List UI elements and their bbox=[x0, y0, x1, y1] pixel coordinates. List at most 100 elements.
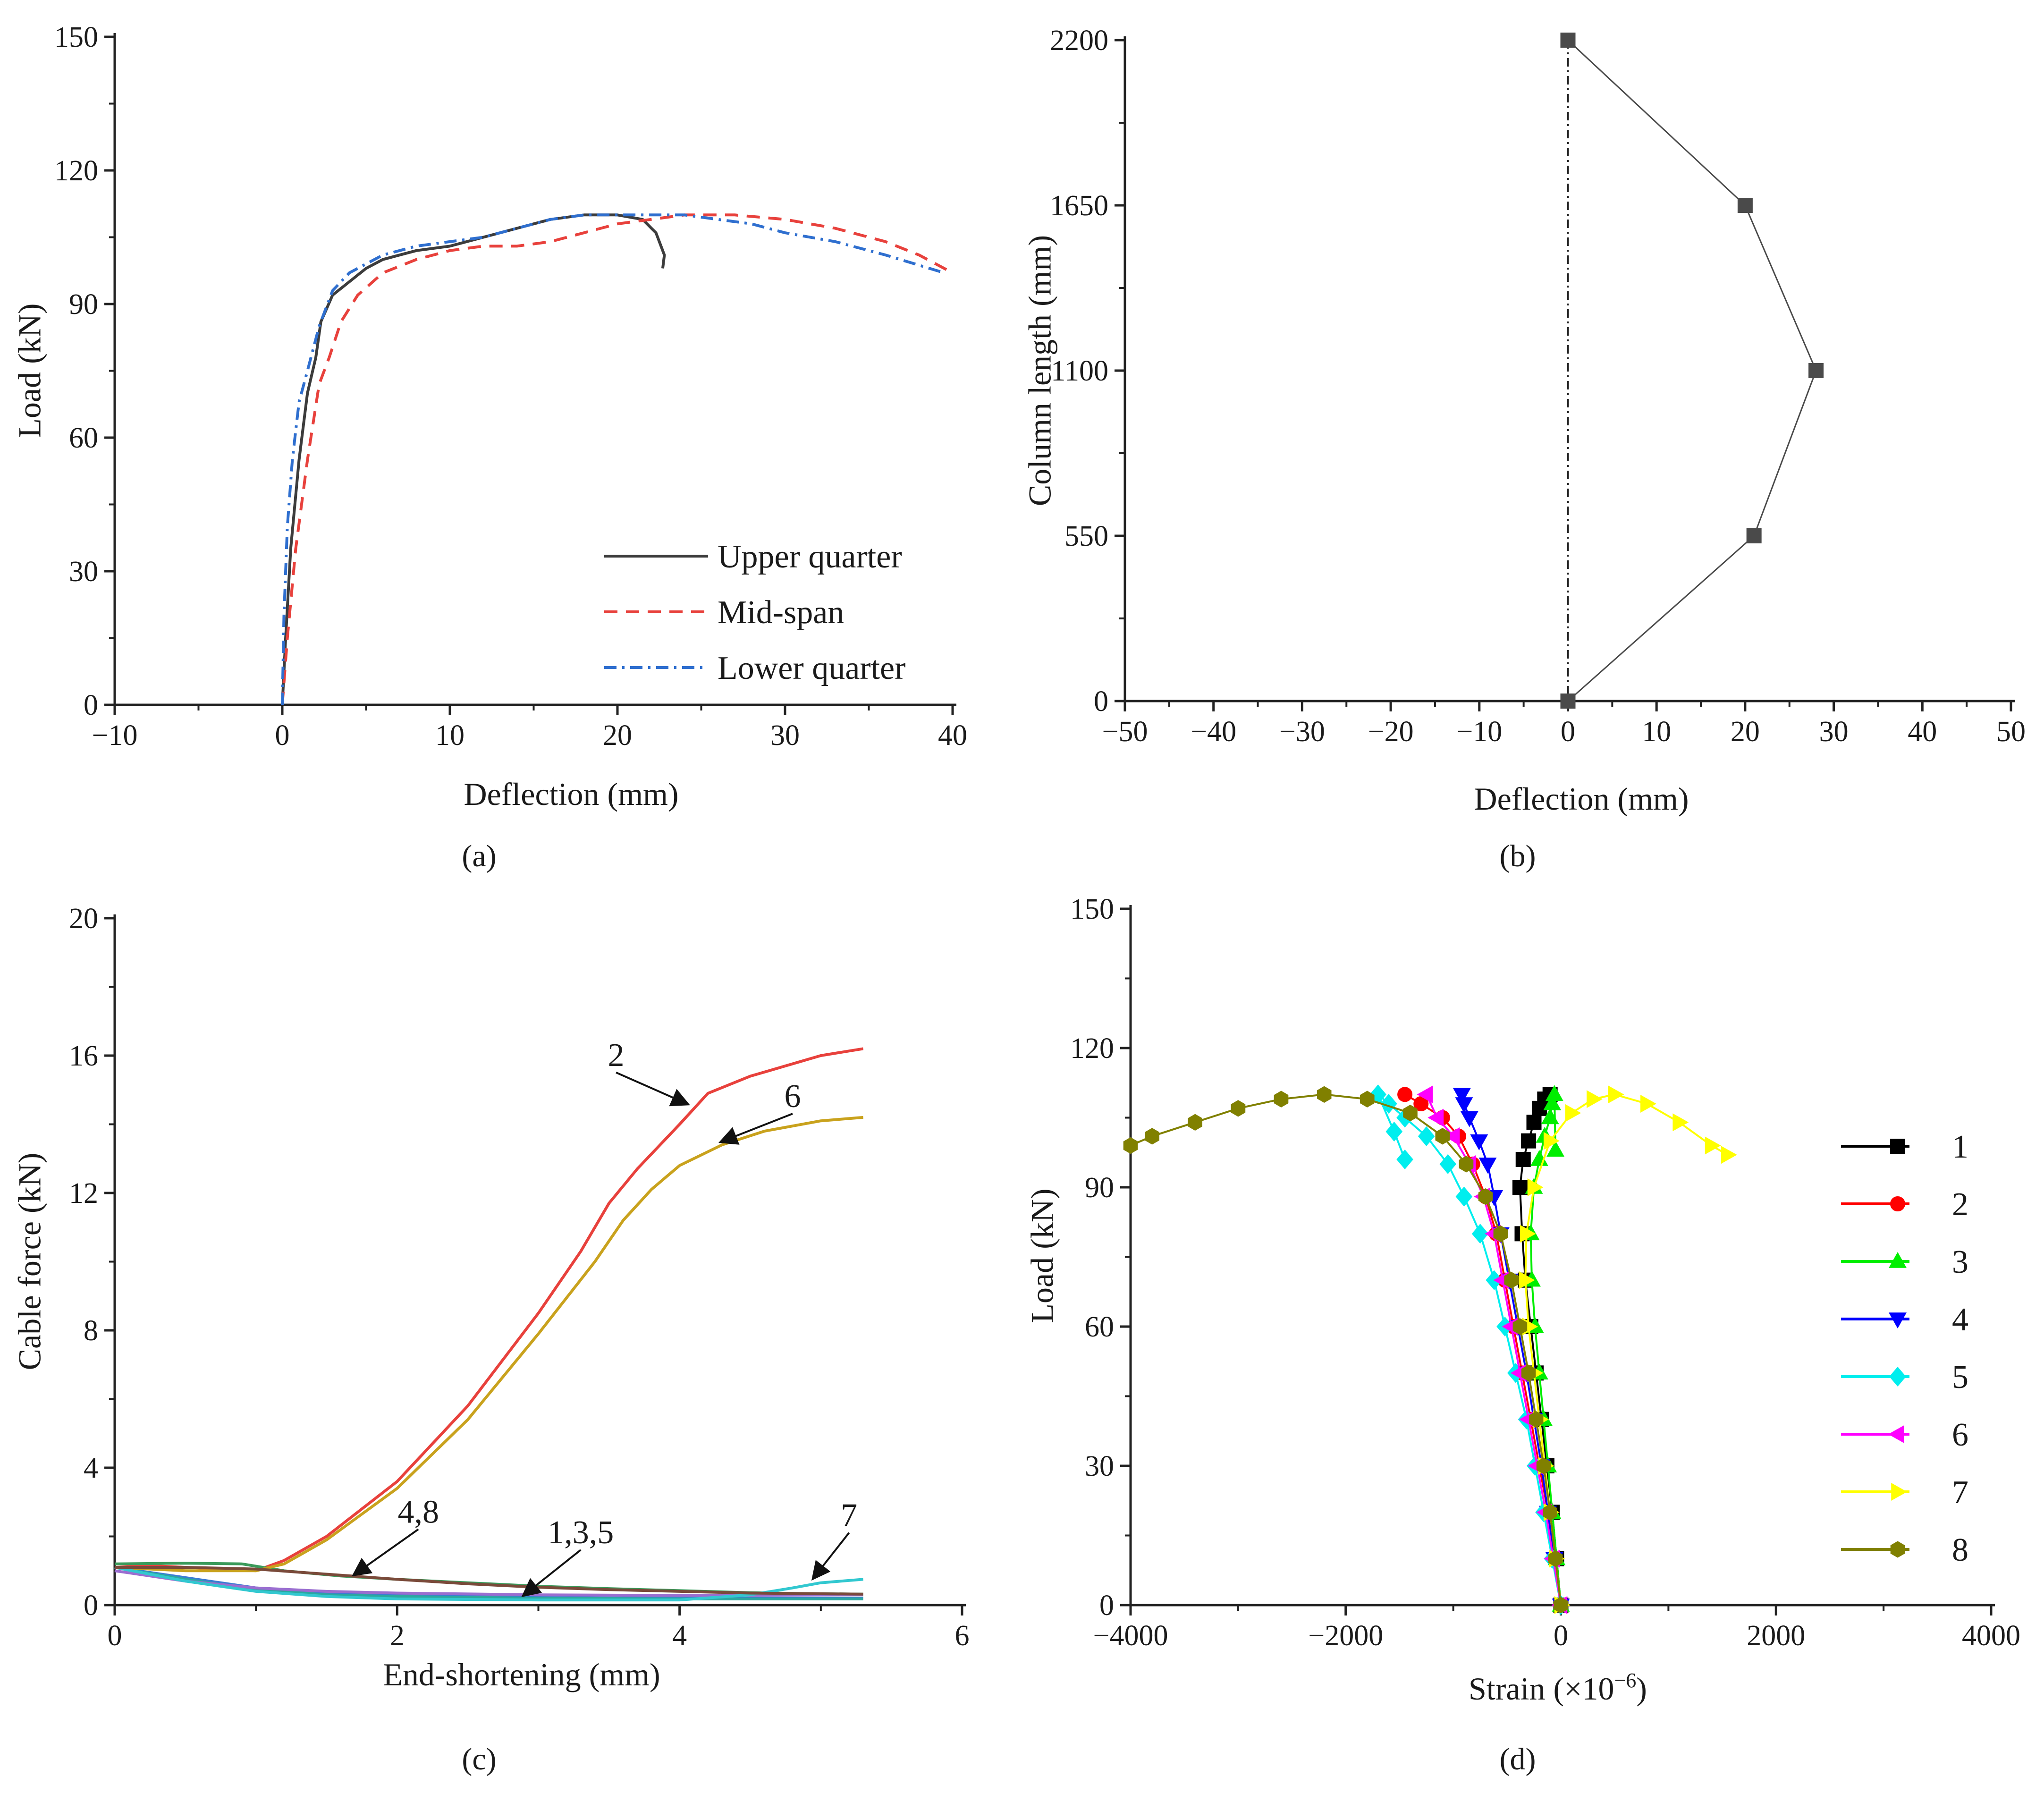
panel-d-plot-area: −4000 −2000 0 2000 4000 0 30 60 90 120 150 bbox=[1070, 893, 2020, 1652]
legend-label: Upper quarter bbox=[718, 539, 902, 575]
panel-d-series-4-point bbox=[1453, 1088, 1471, 1104]
panel-c-annotation-arrow bbox=[718, 1113, 793, 1145]
panel-c-series-line-8 bbox=[115, 1566, 863, 1596]
panel-c-annotation-label: 7 bbox=[841, 1497, 857, 1534]
panel-a-caption: (a) bbox=[462, 839, 496, 873]
legend-label: 2 bbox=[1952, 1186, 1968, 1223]
panel-d-y-axis-label: Load (kN) bbox=[1024, 1188, 1060, 1323]
panel-b-x-tick-label: −50 bbox=[1102, 716, 1148, 748]
panel-d-series-8-point bbox=[1554, 1597, 1568, 1614]
panel-a-x-tick-label: 40 bbox=[938, 719, 967, 752]
panel-a-x-tick-label: 30 bbox=[770, 719, 800, 752]
panel-c-x-tick-label: 4 bbox=[672, 1620, 687, 1652]
panel-d-series-line-7 bbox=[1524, 1093, 1728, 1606]
panel-a-y-tick-label: 60 bbox=[69, 422, 98, 454]
legend-marker bbox=[1888, 1425, 1904, 1443]
panel-d-series-3-point bbox=[1541, 1108, 1559, 1125]
legend-label: 7 bbox=[1952, 1474, 1968, 1511]
legend-marker bbox=[1890, 1196, 1905, 1211]
panel-d-y-tick-label: 30 bbox=[1085, 1450, 1114, 1482]
legend-label: 5 bbox=[1952, 1359, 1968, 1395]
panel-d-series-2-point bbox=[1397, 1087, 1413, 1102]
panel-a-y-tick-label: 90 bbox=[69, 288, 98, 321]
panel-b-chart: −50 −40 −30 −20 −10 0 10 20 30 40 50 0 550 1100 1650 22… bbox=[1022, 25, 2026, 873]
panel-d-series-8-point bbox=[1403, 1105, 1418, 1122]
panel-d-series-8-point bbox=[1231, 1100, 1246, 1117]
panel-b-x-tick-label: 50 bbox=[1996, 716, 2026, 748]
panel-d-series-line-8 bbox=[1130, 1093, 1562, 1606]
panel-d-series-7-point bbox=[1608, 1085, 1624, 1104]
panel-d-x-axis-label-main: Strain (×10 bbox=[1469, 1671, 1614, 1707]
panel-c-y-tick-label: 12 bbox=[69, 1177, 98, 1209]
panel-d-caption: (d) bbox=[1500, 1742, 1536, 1776]
panel-c-y-axis-label: Cable force (kN) bbox=[12, 1153, 48, 1370]
panel-b-x-tick-label: −30 bbox=[1279, 716, 1325, 748]
panel-d-series-5-point bbox=[1380, 1093, 1397, 1114]
panel-d-series-6-point bbox=[1444, 1127, 1460, 1145]
panel-d-series-7-point bbox=[1519, 1271, 1535, 1289]
panel-d-series-7-point bbox=[1640, 1095, 1656, 1113]
panel-c-y-tick-label: 0 bbox=[84, 1590, 98, 1622]
panel-a-y-tick-label: 0 bbox=[84, 689, 98, 721]
panel-b-x-tick-label: 10 bbox=[1642, 716, 1671, 748]
panel-c-annotation-label: 6 bbox=[785, 1078, 801, 1115]
panel-a-y-tick-label: 150 bbox=[54, 21, 98, 53]
panel-d-series-6-point bbox=[1427, 1108, 1444, 1127]
panel-d-series-7-point bbox=[1721, 1146, 1737, 1164]
panel-d-series-1-point bbox=[1515, 1152, 1531, 1167]
panel-c-annotation-arrow bbox=[811, 1532, 850, 1581]
legend-marker bbox=[1891, 1483, 1908, 1501]
panel-c-series-line-6 bbox=[114, 1116, 863, 1573]
panel-d-series-5-point bbox=[1455, 1186, 1473, 1207]
panel-a-x-axis-label: Deflection (mm) bbox=[464, 776, 678, 812]
panel-d-legend: 1 2 3 4 5 6 7 8 bbox=[1841, 1129, 1968, 1568]
panel-a-y-tick-label: 120 bbox=[54, 155, 98, 187]
panel-b-caption: (b) bbox=[1500, 839, 1536, 873]
panel-d-x-tick-label: −4000 bbox=[1093, 1620, 1168, 1652]
panel-d-y-tick-label: 0 bbox=[1099, 1590, 1114, 1622]
legend-label: Lower quarter bbox=[718, 650, 905, 686]
panel-d-series-7-point bbox=[1543, 1132, 1560, 1150]
panel-d-series-6-point bbox=[1417, 1085, 1433, 1104]
panel-b-plot-area: −50 −40 −30 −20 −10 0 10 20 30 40 50 0 550 1100 1650 22… bbox=[1050, 25, 2026, 748]
panel-d-y-tick-label: 120 bbox=[1070, 1032, 1114, 1065]
panel-d-series-8-point bbox=[1123, 1137, 1138, 1154]
panel-b-series-line bbox=[1567, 39, 1817, 702]
panel-d-series-8-point bbox=[1317, 1086, 1332, 1103]
panel-b-data-point bbox=[1560, 33, 1576, 48]
panel-c-annotation-label: 2 bbox=[608, 1037, 625, 1074]
panel-c-annotation-arrow bbox=[352, 1528, 419, 1577]
panel-a-legend: Upper quarter Mid-span Lower quarter bbox=[604, 539, 905, 686]
panel-c-annotation-label: 4,8 bbox=[397, 1494, 439, 1530]
panel-b-y-tick-label: 550 bbox=[1064, 520, 1108, 552]
panel-d-series-5-point bbox=[1471, 1224, 1489, 1244]
panel-d-series-4-point bbox=[1478, 1158, 1497, 1174]
panel-c-y-tick-label: 16 bbox=[69, 1040, 98, 1072]
panel-d-series-8-point bbox=[1188, 1114, 1202, 1131]
legend-marker bbox=[1889, 1252, 1907, 1268]
panel-b-x-tick-label: 0 bbox=[1561, 716, 1575, 748]
panel-d-x-axis-label-sup: −6 bbox=[1614, 1669, 1636, 1692]
panel-a-x-tick-label: 20 bbox=[603, 719, 632, 752]
panel-d-series-8-point bbox=[1536, 1457, 1551, 1474]
panel-d-series-5-point bbox=[1439, 1154, 1457, 1174]
panel-c-caption: (c) bbox=[462, 1742, 496, 1776]
panel-d-series-7-point bbox=[1527, 1178, 1544, 1196]
panel-d-series-8-point bbox=[1360, 1091, 1375, 1108]
panel-b-y-tick-label: 0 bbox=[1094, 685, 1108, 718]
panel-d-x-tick-label: 0 bbox=[1554, 1620, 1568, 1652]
panel-d-series-8-point bbox=[1274, 1091, 1289, 1108]
panel-d-y-tick-label: 60 bbox=[1085, 1311, 1114, 1343]
panel-b-data-point bbox=[1560, 694, 1576, 709]
panel-a-x-tick-label: 10 bbox=[435, 719, 465, 752]
panel-d-series-1-point bbox=[1512, 1180, 1528, 1195]
legend-label: 6 bbox=[1952, 1417, 1968, 1453]
panel-a-series-line-3 bbox=[281, 213, 945, 705]
panel-c-plot-area: 0 2 4 6 0 4 8 12 16 20 2 6 4,8 1,3,5 7 bbox=[69, 903, 970, 1652]
legend-label: 4 bbox=[1952, 1302, 1968, 1338]
panel-d-series-8-point bbox=[1543, 1504, 1557, 1521]
panel-a-x-tick-label: 0 bbox=[275, 719, 290, 752]
